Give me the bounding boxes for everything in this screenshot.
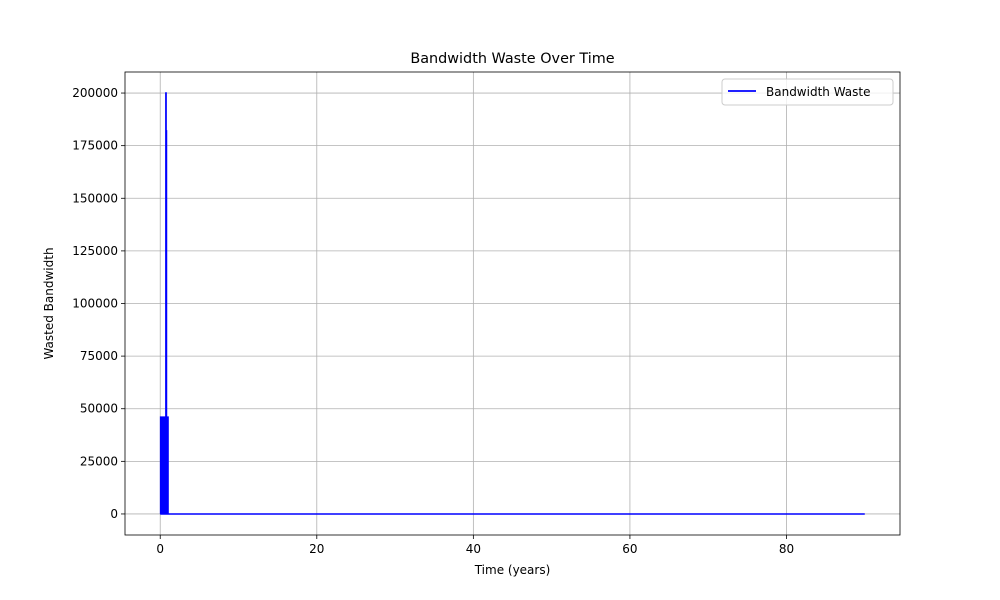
- y-tick-label: 75000: [80, 349, 118, 363]
- axis-ticks: 0 20 40 60 80 0 25000 50000 75000 100000 125000 150…: [72, 86, 794, 556]
- y-tick-label: 200000: [72, 86, 118, 100]
- x-tick-label: 60: [622, 542, 637, 556]
- y-tick-label: 125000: [72, 244, 118, 258]
- grid: [125, 72, 900, 535]
- legend: Bandwidth Waste: [721, 78, 894, 106]
- y-tick-label: 50000: [80, 402, 118, 416]
- x-tick-label: 20: [309, 542, 324, 556]
- x-tick-label: 0: [156, 542, 164, 556]
- legend-label-bandwidth-waste: Bandwidth Waste: [766, 85, 871, 99]
- y-tick-label: 25000: [80, 454, 118, 468]
- x-axis-label: Time (years): [474, 563, 551, 577]
- y-tick-label: 0: [110, 507, 118, 521]
- x-tick-label: 40: [466, 542, 481, 556]
- legend-box: [721, 78, 894, 106]
- plot-area: [159, 92, 865, 515]
- x-tick-label: 80: [779, 542, 794, 556]
- series-line-bandwidth-waste: [159, 92, 865, 515]
- y-tick-label: 175000: [72, 139, 118, 153]
- y-tick-label: 150000: [72, 191, 118, 205]
- y-tick-label: 100000: [72, 297, 118, 311]
- y-axis-label: Wasted Bandwidth: [42, 247, 56, 359]
- chart-title: Bandwidth Waste Over Time: [410, 51, 614, 67]
